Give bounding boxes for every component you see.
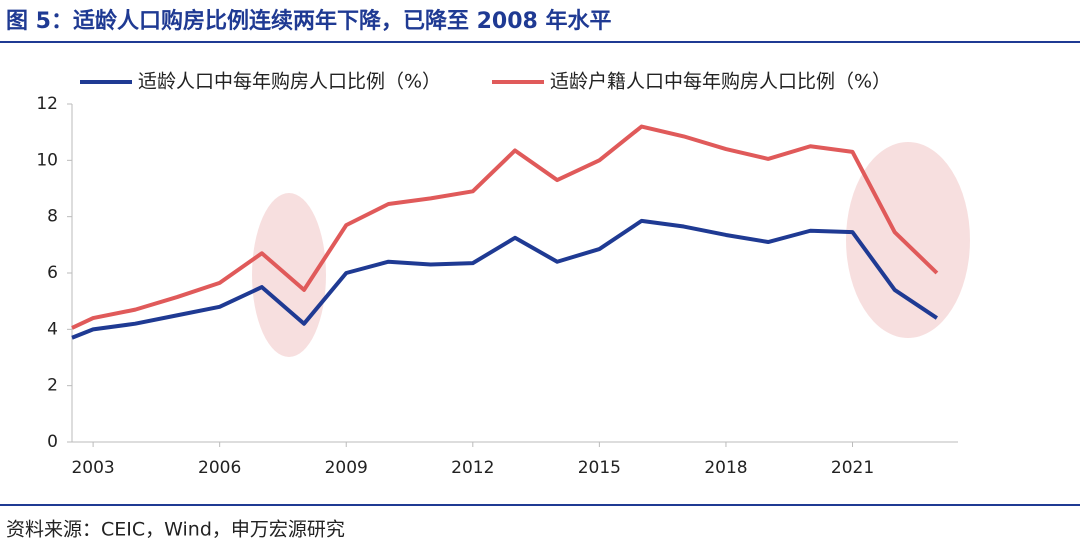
y-tick-label: 2 bbox=[47, 376, 58, 396]
chart-title: 图 5：适龄人口购房比例连续两年下降，已降至 2008 年水平 bbox=[6, 8, 612, 34]
y-tick-label: 12 bbox=[36, 94, 58, 114]
legend-label: 适龄人口中每年购房人口比例（%） bbox=[138, 71, 441, 93]
x-tick-label: 2018 bbox=[704, 458, 747, 478]
y-tick-label: 6 bbox=[47, 263, 58, 283]
y-tick-label: 4 bbox=[47, 319, 58, 339]
highlight bbox=[846, 142, 970, 338]
y-tick-label: 8 bbox=[47, 207, 58, 227]
series-line bbox=[71, 124, 939, 330]
legend-label: 适龄户籍人口中每年购房人口比例（%） bbox=[550, 71, 891, 93]
series-line bbox=[71, 218, 939, 340]
source: 资料来源：CEIC，Wind，申万宏源研究 bbox=[6, 519, 345, 541]
x-tick-label: 2003 bbox=[71, 458, 114, 478]
x-tick-label: 2015 bbox=[578, 458, 621, 478]
y-tick-label: 10 bbox=[36, 150, 58, 170]
y-tick-label: 0 bbox=[47, 432, 58, 452]
x-tick-label: 2009 bbox=[325, 458, 368, 478]
x-tick-label: 2006 bbox=[198, 458, 241, 478]
x-tick-label: 2012 bbox=[451, 458, 494, 478]
x-tick-label: 2021 bbox=[831, 458, 874, 478]
